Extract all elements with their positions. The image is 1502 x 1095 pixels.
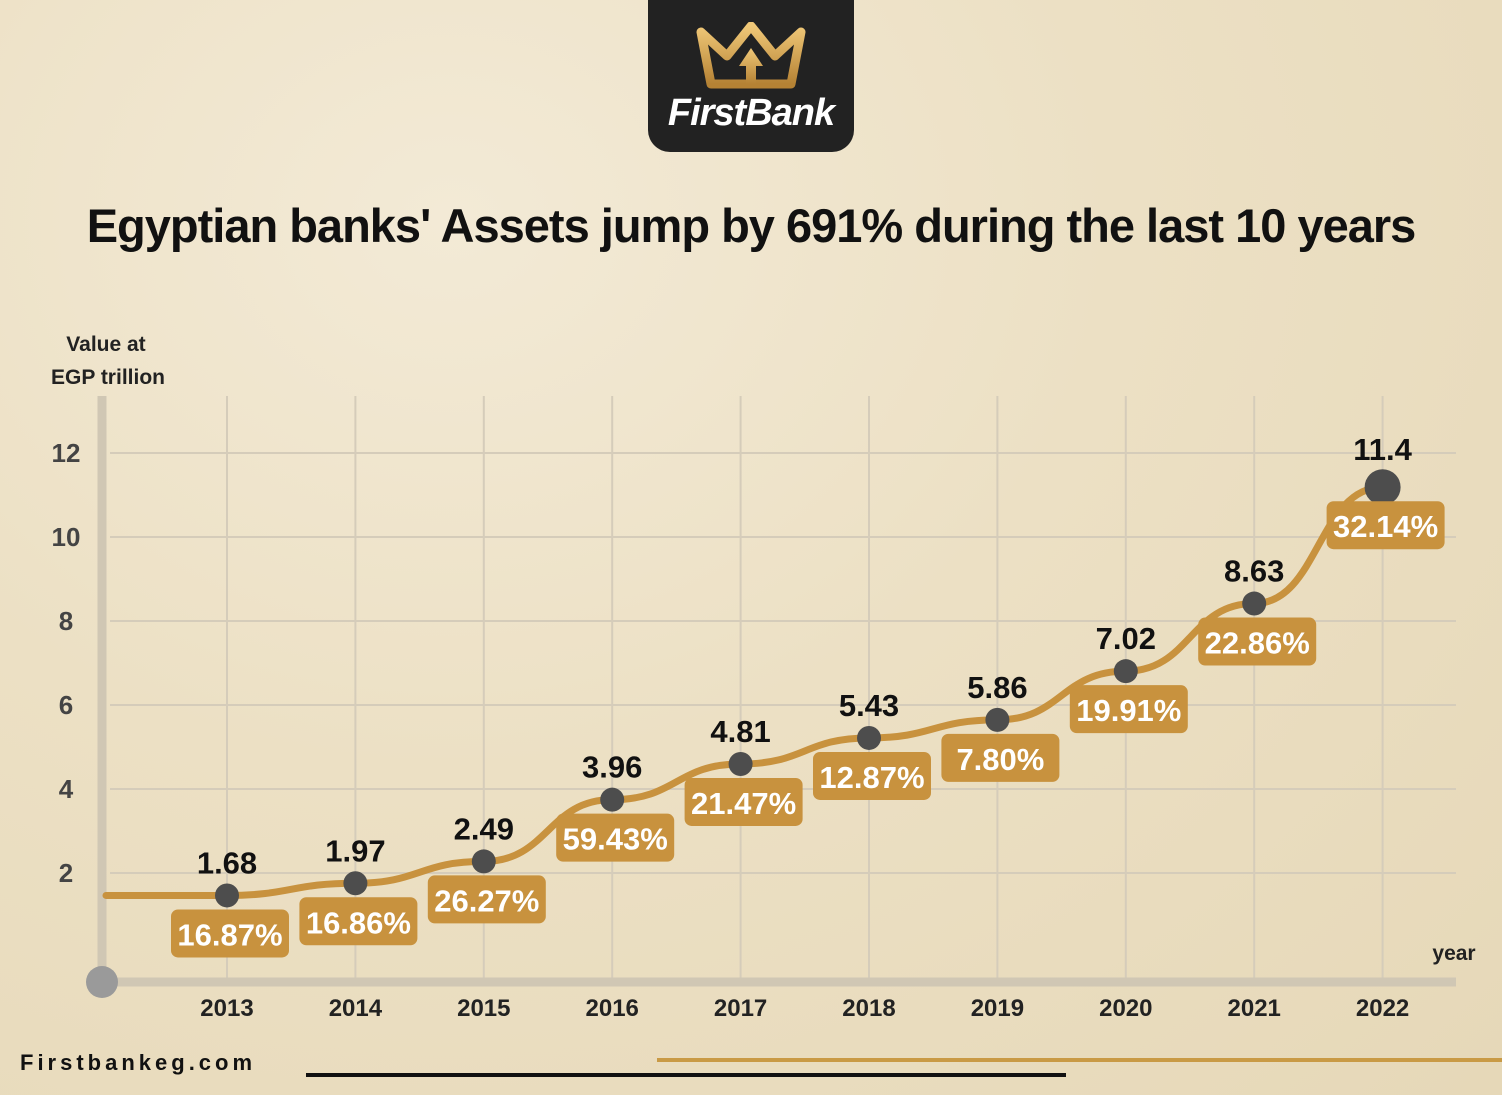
growth-label: 7.80% — [956, 742, 1044, 777]
series-line — [102, 483, 1387, 899]
x-tick-label: 2019 — [971, 995, 1024, 1022]
data-point — [1242, 591, 1267, 616]
growth-badge — [171, 909, 289, 958]
data-value-label: 8.63 — [1224, 554, 1284, 589]
y-tick-label: 4 — [59, 774, 74, 804]
website-url[interactable]: Firstbankeg.com — [20, 1050, 257, 1075]
growth-badge — [556, 813, 675, 862]
data-value-label: 11.4 — [1353, 432, 1412, 467]
growth-badge — [427, 875, 546, 924]
growth-label: 16.86% — [306, 905, 411, 940]
footer-divider-gold — [657, 1058, 1502, 1062]
x-tick-label: 2020 — [1099, 995, 1152, 1022]
x-tick-label: 2015 — [457, 995, 510, 1022]
growth-label: 59.43% — [563, 822, 668, 857]
growth-label: 26.27% — [434, 883, 539, 918]
growth-label: 19.91% — [1076, 693, 1181, 728]
growth-label: 12.87% — [819, 760, 924, 795]
y-tick-label: 2 — [59, 858, 73, 888]
x-tick-label: 2018 — [842, 995, 895, 1022]
y-tick-label: 6 — [59, 690, 73, 720]
chart-title: Egyptian banks' Assets jump by 691% duri… — [86, 199, 1417, 252]
data-value-label: 5.43 — [839, 688, 899, 723]
data-point — [471, 849, 496, 874]
y-tick-label: 12 — [52, 438, 81, 468]
y-axis-label-line1: Value at — [66, 333, 145, 356]
growth-badge — [813, 751, 931, 800]
footer-divider-dark — [306, 1073, 1066, 1077]
x-tick-label: 2021 — [1228, 995, 1281, 1022]
data-value-label: 4.81 — [710, 714, 770, 749]
data-point — [728, 751, 753, 776]
data-point — [1364, 469, 1401, 506]
data-point — [1113, 659, 1138, 684]
data-value-label: 1.97 — [325, 833, 385, 868]
growth-badge — [684, 777, 803, 826]
data-value-label: 2.49 — [454, 811, 514, 846]
data-point — [600, 787, 625, 812]
axis-origin-dot — [86, 966, 118, 998]
x-tick-label: 2016 — [586, 995, 639, 1022]
x-axis-label: year — [1432, 942, 1475, 965]
y-tick-label: 10 — [52, 522, 81, 552]
growth-label: 32.14% — [1333, 509, 1438, 544]
growth-badge — [1326, 501, 1445, 550]
x-tick-label: 2013 — [200, 995, 253, 1022]
crown-icon — [696, 22, 806, 89]
data-value-label: 1.68 — [197, 845, 257, 880]
data-value-label: 5.86 — [967, 670, 1027, 705]
growth-badge — [299, 897, 418, 946]
data-point — [215, 883, 239, 908]
growth-badge — [1198, 617, 1317, 666]
y-axis-label-line2: EGP trillion — [51, 366, 165, 389]
growth-label: 21.47% — [691, 786, 796, 821]
x-tick-label: 2017 — [714, 995, 767, 1022]
logo-badge: FirstBank — [648, 0, 854, 152]
data-value-label: 7.02 — [1096, 621, 1156, 656]
brand-name: FirstBank — [667, 92, 835, 134]
x-tick-label: 2022 — [1356, 995, 1409, 1022]
growth-badge — [1069, 685, 1188, 734]
data-point — [857, 725, 881, 750]
growth-label: 16.87% — [177, 917, 282, 952]
y-tick-label: 8 — [59, 606, 73, 636]
data-value-label: 3.96 — [582, 750, 642, 785]
data-point — [343, 871, 368, 896]
x-tick-label: 2014 — [329, 995, 383, 1022]
growth-label: 22.86% — [1205, 626, 1310, 661]
data-point — [985, 707, 1010, 732]
growth-badge — [941, 733, 1060, 782]
